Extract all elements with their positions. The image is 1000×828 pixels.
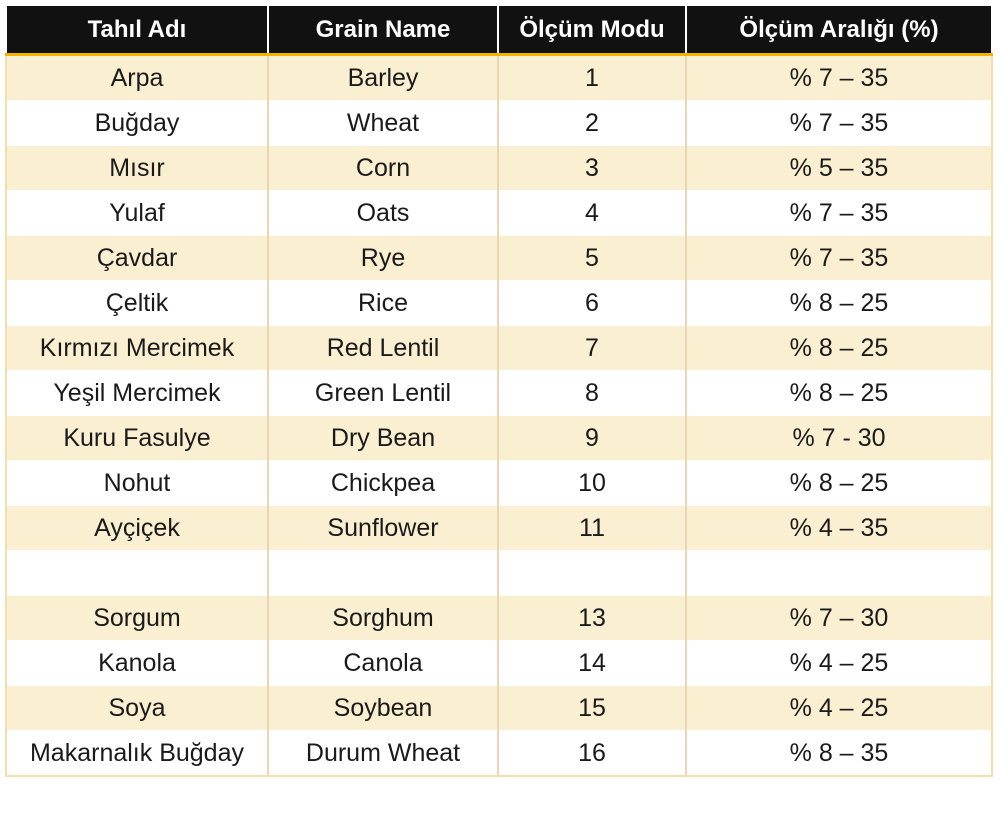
cell-measurement-mode: 3	[497, 145, 687, 191]
cell-measurement-range	[685, 550, 993, 596]
cell-grain-name-en: Sunflower	[267, 505, 499, 551]
cell-grain-name-tr: Makarnalık Buğday	[5, 730, 269, 777]
table-row: Kanola Canola 14% 4 – 25	[5, 640, 993, 686]
cell-measurement-range: % 4 – 25	[685, 640, 993, 686]
cell-grain-name-en: Dry Bean	[267, 415, 499, 461]
cell-grain-name-tr	[5, 550, 269, 596]
grain-measurement-table: Tahıl Adı Grain Name Ölçüm Modu Ölçüm Ar…	[5, 4, 993, 777]
header-measurement-mode: Ölçüm Modu	[497, 4, 687, 56]
cell-grain-name-en: Sorghum	[267, 595, 499, 641]
cell-measurement-mode: 4	[497, 190, 687, 236]
cell-measurement-range: % 7 – 30	[685, 595, 993, 641]
table-row: Çeltik Rice 6% 8 – 25	[5, 280, 993, 326]
cell-grain-name-tr: Ayçiçek	[5, 505, 269, 551]
cell-grain-name-en: Soybean	[267, 685, 499, 731]
cell-measurement-mode: 15	[497, 685, 687, 731]
cell-grain-name-en: Barley	[267, 54, 499, 101]
cell-measurement-mode: 1	[497, 54, 687, 101]
cell-grain-name-tr: Çeltik	[5, 280, 269, 326]
cell-grain-name-en: Chickpea	[267, 460, 499, 506]
cell-grain-name-en: Rye	[267, 235, 499, 281]
table-row: Kırmızı Mercimek Red Lentil 7% 8 – 25	[5, 325, 993, 371]
cell-grain-name-tr: Kuru Fasulye	[5, 415, 269, 461]
cell-measurement-range: % 7 – 35	[685, 100, 993, 146]
cell-measurement-mode: 2	[497, 100, 687, 146]
table-row	[5, 550, 993, 596]
cell-grain-name-tr: Çavdar	[5, 235, 269, 281]
cell-grain-name-tr: Yeşil Mercimek	[5, 370, 269, 416]
header-grain-name-en: Grain Name	[267, 4, 499, 56]
cell-grain-name-en	[267, 550, 499, 596]
table-row: Ayçiçek Sunflower 11% 4 – 35	[5, 505, 993, 551]
cell-measurement-range: % 4 – 25	[685, 685, 993, 731]
cell-measurement-range: % 8 – 25	[685, 280, 993, 326]
cell-grain-name-tr: Mısır	[5, 145, 269, 191]
cell-measurement-mode: 10	[497, 460, 687, 506]
table-row: Buğday Wheat 2% 7 – 35	[5, 100, 993, 146]
cell-measurement-range: % 7 – 35	[685, 235, 993, 281]
cell-grain-name-en: Rice	[267, 280, 499, 326]
cell-grain-name-en: Green Lentil	[267, 370, 499, 416]
table-row: Yeşil Mercimek Green Lentil 8% 8 – 25	[5, 370, 993, 416]
cell-grain-name-tr: Buğday	[5, 100, 269, 146]
table-row: Mısır Corn 3% 5 – 35	[5, 145, 993, 191]
table-row: Makarnalık Buğday Durum Wheat 16% 8 – 35	[5, 730, 993, 777]
cell-measurement-range: % 4 – 35	[685, 505, 993, 551]
cell-measurement-mode: 6	[497, 280, 687, 326]
header-measurement-range: Ölçüm Aralığı (%)	[685, 4, 993, 56]
cell-measurement-range: % 7 - 30	[685, 415, 993, 461]
cell-measurement-mode: 9	[497, 415, 687, 461]
cell-grain-name-tr: Kanola	[5, 640, 269, 686]
cell-measurement-range: % 8 – 25	[685, 460, 993, 506]
table-row: Kuru Fasulye Dry Bean 9% 7 - 30	[5, 415, 993, 461]
table-row: Arpa Barley 1% 7 – 35	[5, 54, 993, 101]
header-grain-name-tr: Tahıl Adı	[5, 4, 269, 56]
cell-measurement-range: % 5 – 35	[685, 145, 993, 191]
table-row: Yulaf Oats 4% 7 – 35	[5, 190, 993, 236]
cell-measurement-mode: 14	[497, 640, 687, 686]
cell-measurement-mode	[497, 550, 687, 596]
cell-measurement-mode: 5	[497, 235, 687, 281]
cell-measurement-range: % 8 – 25	[685, 370, 993, 416]
cell-grain-name-tr: Nohut	[5, 460, 269, 506]
table-row: Soya Soybean 15% 4 – 25	[5, 685, 993, 731]
cell-grain-name-tr: Soya	[5, 685, 269, 731]
cell-grain-name-en: Durum Wheat	[267, 730, 499, 777]
cell-grain-name-en: Corn	[267, 145, 499, 191]
table-row: Sorgum Sorghum 13% 7 – 30	[5, 595, 993, 641]
table-header-row: Tahıl Adı Grain Name Ölçüm Modu Ölçüm Ar…	[5, 4, 993, 56]
cell-grain-name-en: Wheat	[267, 100, 499, 146]
cell-grain-name-en: Oats	[267, 190, 499, 236]
cell-measurement-range: % 7 – 35	[685, 54, 993, 101]
cell-measurement-range: % 8 – 25	[685, 325, 993, 371]
cell-measurement-mode: 8	[497, 370, 687, 416]
table-row: Çavdar Rye 5% 7 – 35	[5, 235, 993, 281]
cell-grain-name-en: Red Lentil	[267, 325, 499, 371]
cell-grain-name-tr: Yulaf	[5, 190, 269, 236]
table-body: Arpa Barley 1% 7 – 35 Buğday Wheat 2% 7 – 35 M…	[5, 54, 993, 777]
cell-grain-name-tr: Kırmızı Mercimek	[5, 325, 269, 371]
table-row: Nohut Chickpea 10% 8 – 25	[5, 460, 993, 506]
cell-measurement-range: % 8 – 35	[685, 730, 993, 777]
cell-grain-name-en: Canola	[267, 640, 499, 686]
cell-measurement-mode: 16	[497, 730, 687, 777]
cell-measurement-mode: 11	[497, 505, 687, 551]
cell-measurement-range: % 7 – 35	[685, 190, 993, 236]
cell-grain-name-tr: Sorgum	[5, 595, 269, 641]
cell-grain-name-tr: Arpa	[5, 54, 269, 101]
cell-measurement-mode: 13	[497, 595, 687, 641]
cell-measurement-mode: 7	[497, 325, 687, 371]
